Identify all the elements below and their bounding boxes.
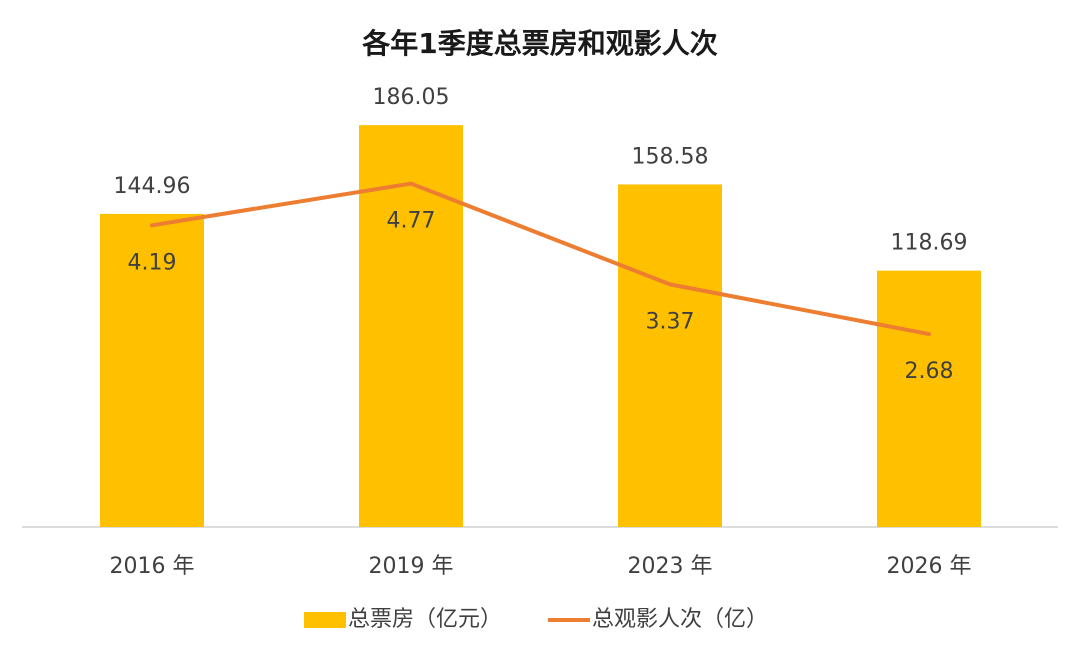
legend-label: 总观影人次（亿）	[592, 607, 768, 632]
data-label: 2.68	[905, 359, 954, 384]
bar	[618, 184, 722, 527]
x-tick-label: 2026 年	[887, 554, 972, 579]
x-tick-label: 2019 年	[369, 554, 454, 579]
data-label: 186.05	[373, 85, 450, 110]
legend-label: 总票房（亿元）	[348, 607, 502, 632]
bar	[100, 213, 204, 527]
data-label: 4.77	[387, 209, 436, 234]
data-label: 3.37	[646, 309, 695, 334]
data-label: 144.96	[114, 174, 191, 199]
line	[150, 181, 931, 337]
bar	[359, 125, 463, 527]
legend-swatch	[304, 612, 346, 628]
bar	[877, 270, 981, 527]
data-label: 118.69	[891, 231, 968, 256]
x-tick-label: 2023 年	[628, 554, 713, 579]
chart-title: 各年1季度总票房和观影人次	[361, 27, 717, 60]
x-tick-label: 2016 年	[110, 554, 195, 579]
data-label: 4.19	[128, 250, 177, 275]
data-label: 158.58	[632, 144, 709, 169]
